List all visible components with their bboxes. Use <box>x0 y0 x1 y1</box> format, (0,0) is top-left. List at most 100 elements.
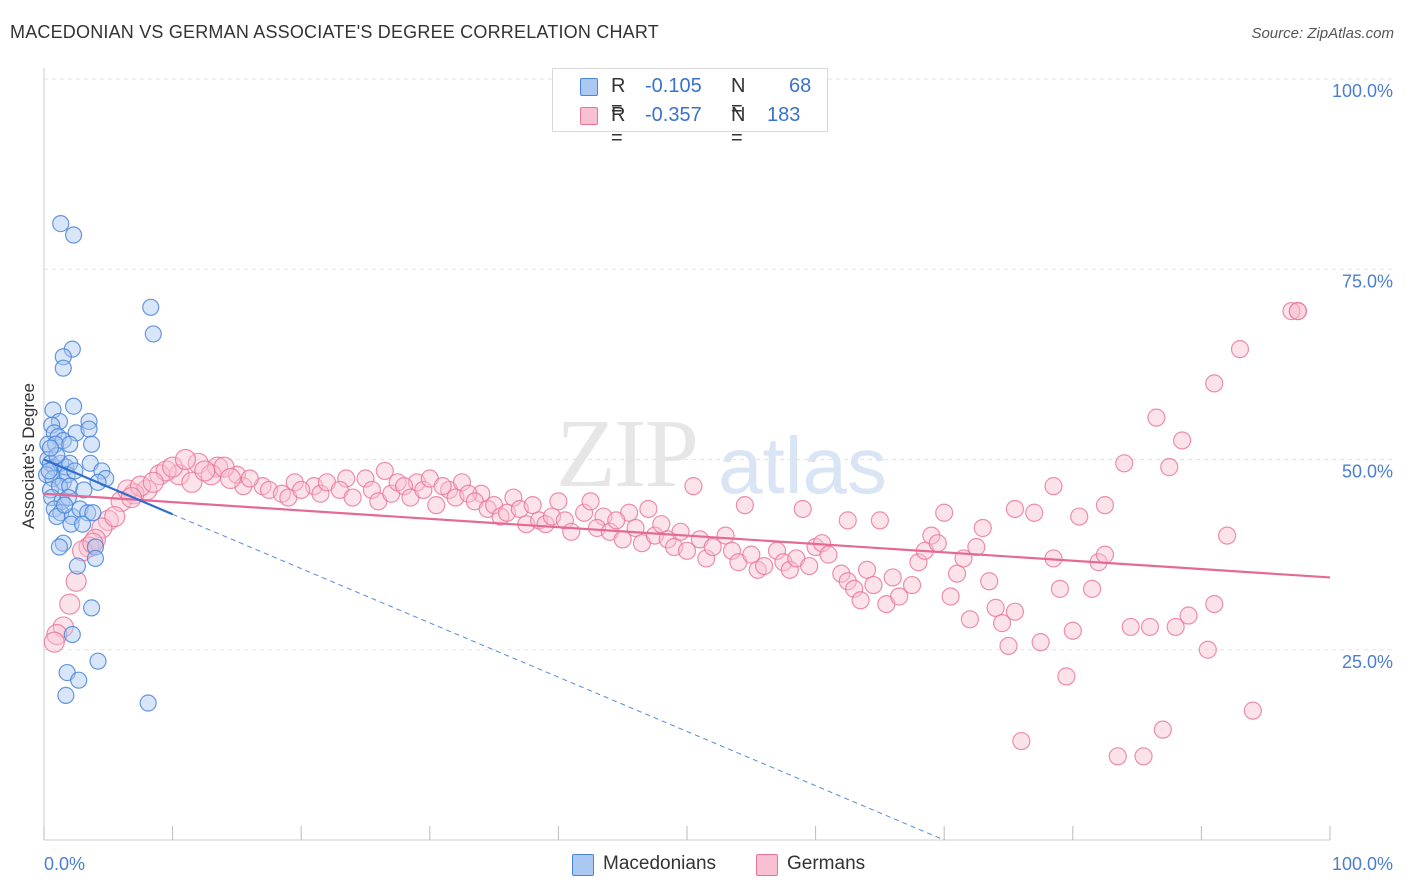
bottom-swatch-blue <box>572 854 594 876</box>
macedonian-point <box>55 496 74 514</box>
german-point <box>194 460 216 482</box>
german-point <box>845 579 864 598</box>
legend-n-value: 183 <box>767 104 801 126</box>
german-point <box>1025 503 1044 522</box>
macedonian-point <box>84 504 102 522</box>
german-point <box>104 505 126 528</box>
german-point <box>142 471 164 493</box>
german-point <box>504 488 523 507</box>
german-point <box>941 587 960 606</box>
german-point <box>459 484 478 503</box>
german-point <box>793 499 812 519</box>
german-point <box>1057 667 1076 686</box>
german-point <box>838 572 857 591</box>
source-label: Source: ZipAtlas.com <box>1251 25 1394 42</box>
german-point <box>1218 526 1237 545</box>
german-point <box>523 496 542 515</box>
german-point <box>947 564 967 583</box>
german-point <box>1243 701 1262 720</box>
macedonian-point <box>82 435 101 453</box>
macedonian-point <box>52 214 70 233</box>
german-point <box>1044 477 1063 496</box>
axis-labels: 25.0% 50.0% 75.0% 100.0% 0.0% 100.0% Associate… <box>19 81 1393 874</box>
german-point <box>356 469 375 488</box>
bottom-legend-label: Macedonians <box>603 853 717 874</box>
macedonian-point <box>68 557 87 575</box>
chart-title: MACEDONIAN VS GERMAN ASSOCIATE'S DEGREE … <box>10 22 659 42</box>
german-point <box>427 496 446 515</box>
german-point <box>999 636 1018 656</box>
german-point <box>1108 747 1127 766</box>
german-point <box>838 511 857 530</box>
german-point <box>902 575 922 595</box>
x-tick-label: 100.0% <box>1332 854 1393 874</box>
german-point <box>549 492 568 511</box>
german-point <box>1147 408 1166 427</box>
german-point <box>581 492 600 511</box>
german-point <box>362 480 382 500</box>
german-point <box>1230 340 1250 359</box>
german-point <box>1134 747 1153 766</box>
macedonians-trend-extension <box>172 513 945 841</box>
german-point <box>562 522 581 541</box>
german-point <box>162 456 184 478</box>
german-point <box>800 556 819 576</box>
german-point <box>735 496 754 515</box>
german-point <box>311 484 330 503</box>
german-point <box>433 477 452 496</box>
german-point <box>652 515 671 534</box>
german-point <box>1140 617 1160 637</box>
macedonian-point <box>57 686 75 705</box>
german-point <box>1012 731 1031 751</box>
macedonian-point <box>50 538 69 556</box>
german-point <box>1153 720 1172 739</box>
german-point <box>1095 496 1115 515</box>
macedonian-point <box>64 397 83 415</box>
german-point <box>285 473 304 492</box>
german-point <box>742 545 761 564</box>
german-point <box>394 477 414 496</box>
legend-n-label: N = <box>731 104 746 149</box>
macedonian-point <box>75 481 93 499</box>
german-point <box>536 515 555 534</box>
german-point <box>1031 633 1050 652</box>
german-point <box>219 467 242 490</box>
germans-trend-line <box>43 492 1331 579</box>
legend-r-label: R = <box>611 104 626 149</box>
german-point <box>960 610 980 629</box>
macedonian-point <box>86 549 105 568</box>
german-point <box>928 534 947 553</box>
german-point <box>780 560 799 579</box>
legend-r-value: -0.105 <box>645 75 702 97</box>
german-point <box>755 556 774 576</box>
german-point <box>1070 507 1089 526</box>
german-point <box>697 549 716 568</box>
macedonian-point <box>142 298 160 316</box>
german-point <box>1005 602 1025 621</box>
macedonian-point <box>144 325 162 343</box>
german-point <box>883 568 902 587</box>
german-point <box>343 488 362 507</box>
german-point <box>864 575 883 595</box>
watermark-zip: ZIP <box>556 400 699 508</box>
german-point <box>935 503 954 522</box>
legend-r-label: R = <box>611 75 626 120</box>
german-point <box>1205 594 1224 614</box>
german-point <box>414 480 433 500</box>
trend-lines <box>43 458 1331 841</box>
german-point <box>819 545 838 564</box>
german-point <box>1198 640 1217 659</box>
german-point <box>1288 302 1307 321</box>
legend-swatch-blue <box>580 78 598 96</box>
macedonian-point <box>64 226 83 244</box>
german-point <box>59 593 81 615</box>
german-point <box>555 511 574 530</box>
german-point <box>240 469 259 488</box>
german-point <box>452 473 472 492</box>
german-point <box>851 591 870 610</box>
german-point <box>1115 454 1134 473</box>
german-point <box>1121 617 1140 637</box>
macedonian-point <box>63 625 81 644</box>
y-tick-label: 75.0% <box>1342 271 1393 291</box>
